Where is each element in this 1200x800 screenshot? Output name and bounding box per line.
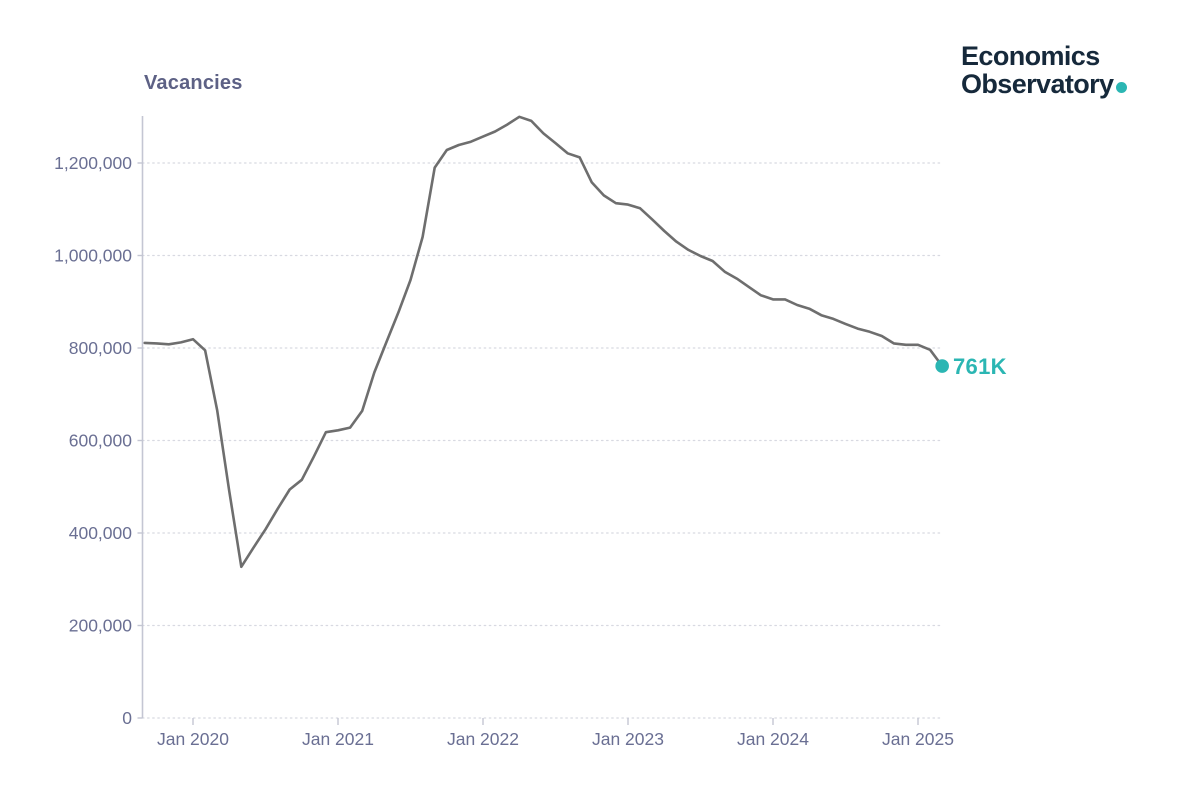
logo-line-2: Observatory <box>961 69 1114 99</box>
chart-title: Vacancies <box>144 72 243 94</box>
economics-observatory-logo: Economics Observatory <box>961 41 1128 99</box>
y-tick-label: 800,000 <box>69 338 133 358</box>
latest-value-label: 761K <box>953 354 1007 379</box>
x-tick-label: Jan 2021 <box>302 729 374 749</box>
y-tick-label: 200,000 <box>69 616 133 636</box>
x-tick-label: Jan 2020 <box>157 729 229 749</box>
y-tick-label: 400,000 <box>69 523 133 543</box>
y-tick-label: 1,200,000 <box>54 153 132 173</box>
x-tick-label: Jan 2022 <box>447 729 519 749</box>
y-tick-label: 600,000 <box>69 431 133 451</box>
logo-dot-icon <box>1116 82 1128 93</box>
x-tick-label: Jan 2024 <box>737 729 809 749</box>
vacancies-line <box>143 115 944 569</box>
y-tick-label: 1,000,000 <box>54 246 132 266</box>
x-tick-label: Jan 2025 <box>882 729 954 749</box>
logo-line-1: Economics <box>961 41 1100 71</box>
latest-value-marker <box>935 359 949 373</box>
x-tick-label: Jan 2023 <box>592 729 664 749</box>
y-tick-label: 0 <box>122 708 132 728</box>
